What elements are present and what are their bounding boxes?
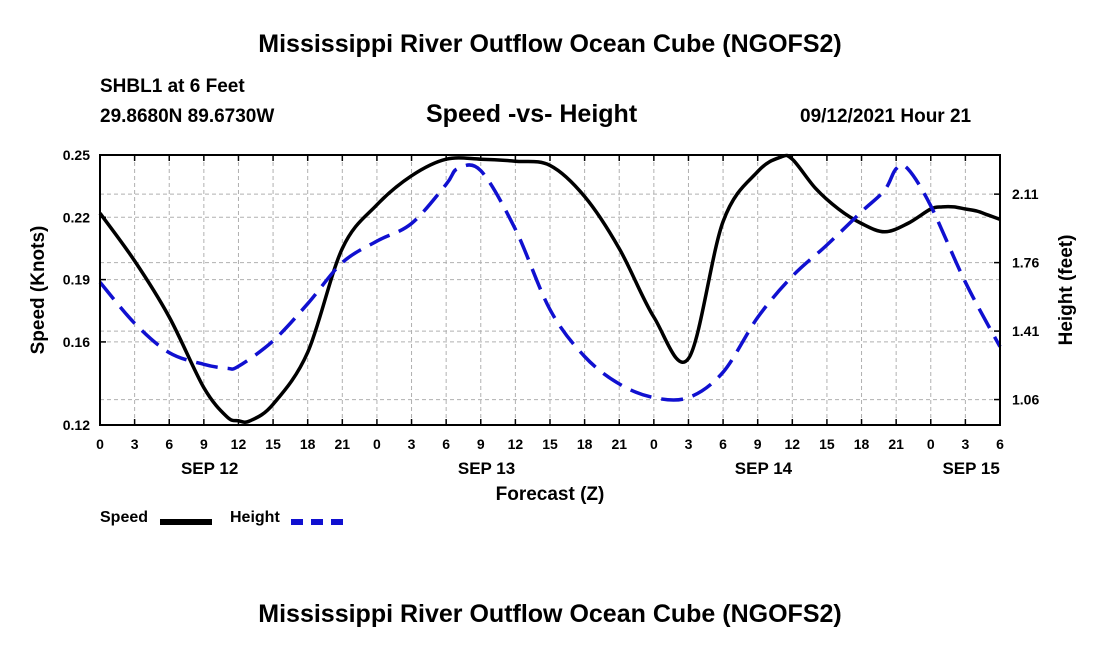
- x-tick-label: 6: [442, 436, 450, 452]
- x-axis-title: Forecast (Z): [496, 484, 605, 505]
- y-tick-label: 0.12: [63, 417, 90, 433]
- x-tick-label: 18: [854, 436, 870, 452]
- x-tick-label: 6: [165, 436, 173, 452]
- y2-tick-label: 2.11: [1012, 186, 1039, 202]
- x-tick-label: 12: [508, 436, 524, 452]
- legend-height-label: Height: [230, 509, 280, 526]
- y2-axis-title: Height (feet): [1056, 235, 1077, 346]
- date-label: SEP 15: [942, 459, 999, 478]
- x-tick-label: 9: [477, 436, 485, 452]
- y2-tick-label: 1.06: [1012, 392, 1039, 408]
- y2-tick-label: 1.76: [1012, 255, 1039, 271]
- x-tick-label: 15: [265, 436, 281, 452]
- forecast-datetime: 09/12/2021 Hour 21: [800, 106, 972, 127]
- x-tick-label: 21: [611, 436, 627, 452]
- x-tick-label: 12: [231, 436, 247, 452]
- y-tick-label: 0.19: [63, 272, 90, 288]
- x-tick-label: 18: [300, 436, 316, 452]
- x-tick-label: 9: [754, 436, 762, 452]
- x-tick-label: 0: [927, 436, 935, 452]
- x-tick-label: 3: [408, 436, 416, 452]
- series-line-height: [98, 163, 1002, 402]
- x-tick-label: 18: [577, 436, 593, 452]
- date-label: SEP 12: [181, 459, 238, 478]
- main-title: Mississippi River Outflow Ocean Cube (NG…: [258, 30, 842, 58]
- chart-subtitle: Speed -vs- Height: [426, 100, 638, 128]
- x-tick-label: 3: [131, 436, 139, 452]
- y-axis-title: Speed (Knots): [28, 226, 49, 355]
- x-tick-label: 6: [996, 436, 1004, 452]
- x-tick-label: 9: [200, 436, 208, 452]
- series-layer: [98, 153, 1002, 424]
- legend-height-swatch: [291, 519, 343, 525]
- grid-layer: [99, 154, 1001, 426]
- footer-title: Mississippi River Outflow Ocean Cube (NG…: [258, 600, 842, 628]
- x-tick-label: 15: [819, 436, 835, 452]
- x-tick-label: 0: [96, 436, 104, 452]
- y-tick-label: 0.22: [63, 209, 90, 225]
- legend-speed-label: Speed: [100, 509, 149, 526]
- x-tick-label: 12: [785, 436, 801, 452]
- y2-tick-label: 1.41: [1012, 323, 1039, 339]
- x-tick-label: 21: [888, 436, 904, 452]
- x-tick-label: 0: [650, 436, 658, 452]
- legend-speed-swatch: [160, 519, 212, 525]
- date-label: SEP 14: [735, 459, 793, 478]
- y-tick-label: 0.25: [63, 147, 90, 163]
- date-label: SEP 13: [458, 459, 515, 478]
- x-tick-label: 3: [961, 436, 969, 452]
- y-tick-label: 0.16: [63, 334, 90, 350]
- x-tick-label: 3: [685, 436, 693, 452]
- station-label: SHBL1 at 6 Feet: [100, 76, 245, 97]
- axis-layer: 0 3 6 9 12 15 18 21 0 3 6 9 12 15 18 21 0 3 6 9 12 15 18 21 0 3 6 0…: [63, 147, 1040, 478]
- x-tick-label: 15: [542, 436, 558, 452]
- station-coordinates: 29.8680N 89.6730W: [100, 106, 275, 127]
- x-tick-label: 6: [719, 436, 727, 452]
- x-tick-label: 21: [335, 436, 351, 452]
- x-tick-label: 0: [373, 436, 381, 452]
